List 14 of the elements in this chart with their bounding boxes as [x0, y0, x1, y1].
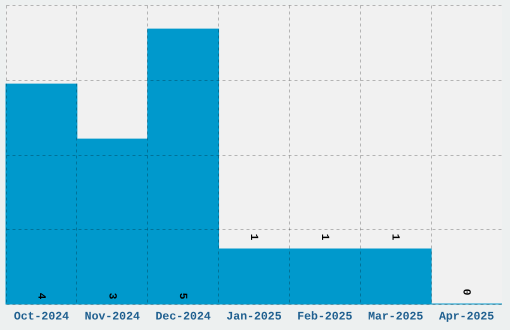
x-tick-label: Mar-2025 — [368, 310, 424, 324]
data-label: 1 — [388, 234, 401, 241]
data-label: 4 — [34, 292, 46, 300]
data-label: 3 — [105, 292, 118, 300]
data-label: 0 — [460, 288, 472, 296]
data-label: 1 — [318, 234, 330, 241]
x-tick-label: Oct-2024 — [14, 310, 70, 324]
data-label: 5 — [176, 292, 188, 300]
x-tick-label: Nov-2024 — [84, 310, 140, 324]
x-tick-label: Apr-2025 — [438, 310, 494, 324]
data-label: 1 — [247, 234, 259, 241]
x-tick-label: Feb-2025 — [297, 310, 353, 324]
x-tick-label: Jan-2025 — [226, 310, 282, 324]
x-tick-label: Dec-2024 — [156, 310, 211, 324]
